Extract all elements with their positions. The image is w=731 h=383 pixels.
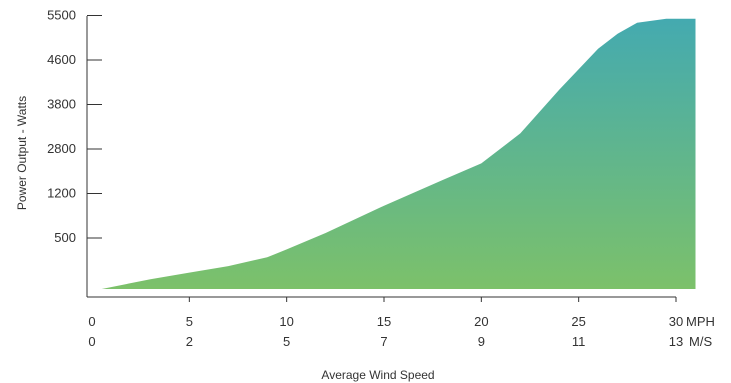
x-tick-label-mph: 25 — [571, 314, 585, 329]
x-tick-label-mph: 10 — [279, 314, 293, 329]
y-tick-label: 2800 — [47, 141, 76, 156]
x-tick-label-ms: 7 — [380, 334, 387, 349]
power-area — [101, 18, 696, 289]
y-tick-label: 3800 — [47, 97, 76, 112]
axis-layer — [86, 15, 677, 302]
x-tick-label-ms: 9 — [478, 334, 485, 349]
area-layer — [101, 18, 696, 289]
y-tick-label: 1200 — [47, 186, 76, 201]
label-layer: 500 1200 2800 3800 4600 5500 0 0 5 2 10 5 15 7 20 9 25 11… — [47, 8, 715, 350]
x-tick-label-ms: 5 — [283, 334, 290, 349]
x-tick-label-ms: 0 — [88, 334, 95, 349]
x-tick-label-ms: 11 — [572, 334, 586, 349]
x-tick-label-mph: 30 — [669, 314, 683, 329]
x-tick-label-mph: 20 — [474, 314, 488, 329]
y-axis-title: Power Output - Watts — [15, 96, 29, 210]
x-tick-label-ms: 13 — [669, 334, 683, 349]
x-axis-title: Average Wind Speed — [321, 368, 434, 382]
x-unit-ms: M/S — [689, 334, 712, 349]
x-tick-label-mph: 15 — [377, 314, 391, 329]
y-tick-label: 5500 — [47, 8, 76, 23]
x-tick-label-mph: 0 — [88, 314, 95, 329]
x-unit-mph: MPH — [686, 314, 715, 329]
x-tick-label-mph: 5 — [186, 314, 193, 329]
y-tick-label: 4600 — [47, 52, 76, 67]
y-tick-label: 500 — [54, 230, 76, 245]
x-tick-label-ms: 2 — [186, 334, 193, 349]
